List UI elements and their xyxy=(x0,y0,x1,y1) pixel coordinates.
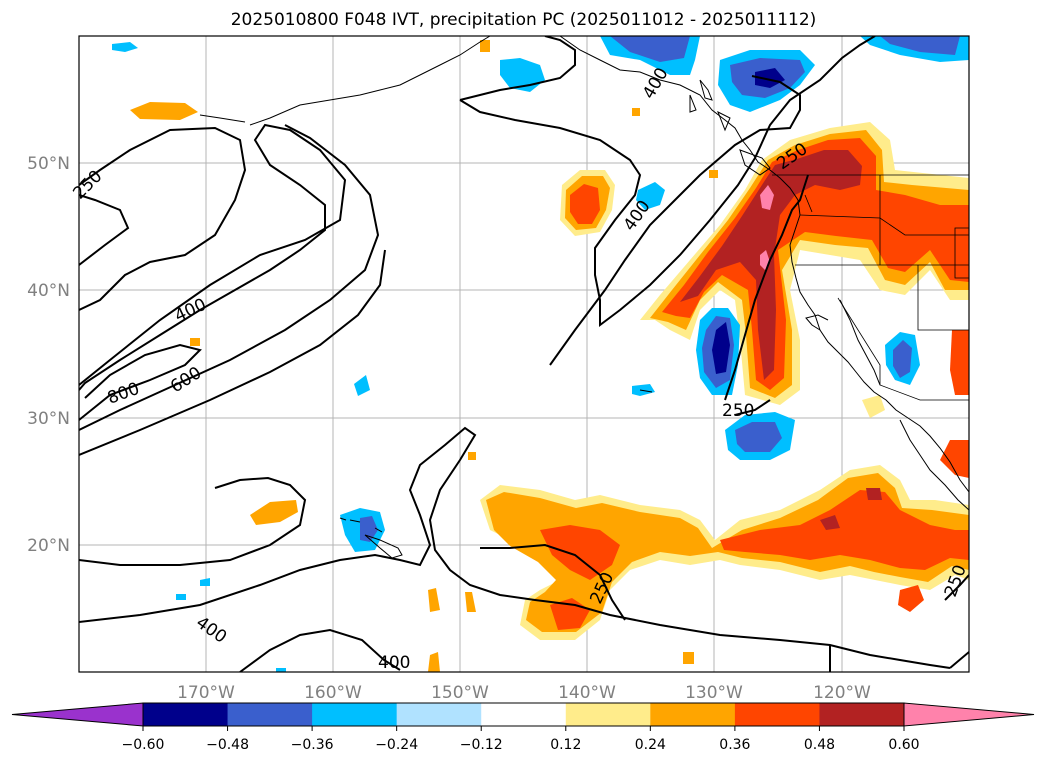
colorbar-tick-label: −0.12 xyxy=(460,737,503,753)
ivt-contours xyxy=(79,36,969,672)
contour-label: 250 xyxy=(722,401,754,421)
precip-fill-positive xyxy=(130,40,969,672)
colorbar-tick-label: 0.12 xyxy=(550,737,581,753)
lat-tick-label: 40°N xyxy=(27,281,70,301)
colorbar-segment xyxy=(565,703,651,726)
colorbar-segment xyxy=(227,703,313,726)
colorbar-frame xyxy=(142,702,905,727)
colorbar-segment xyxy=(396,703,482,726)
colorbar-tick-label: −0.48 xyxy=(206,737,249,753)
map-frame xyxy=(78,35,970,673)
colorbar-under-extension xyxy=(11,702,144,727)
colorbar: −0.60 −0.48 −0.36 −0.24 −0.12 0.12 0.24 0.36 0.4… xyxy=(11,702,1035,753)
colorbar-tick-label: −0.24 xyxy=(375,737,418,753)
colorbar-tick-label: 0.48 xyxy=(804,737,835,753)
lat-tick-labels: 50°N 40°N 30°N 20°N xyxy=(27,154,70,556)
lat-tick-label: 50°N xyxy=(27,154,70,174)
colorbar-tick-label: −0.36 xyxy=(291,737,334,753)
colorbar-segment xyxy=(734,703,820,726)
coastlines xyxy=(199,36,969,559)
lon-tick-label: 140°W xyxy=(558,683,616,703)
lon-tick-labels: 170°W 160°W 150°W 140°W 130°W 120°W xyxy=(177,683,871,703)
colorbar-tick-label: −0.60 xyxy=(122,737,165,753)
colorbar-segment xyxy=(481,703,567,726)
lon-tick-label: 130°W xyxy=(685,683,743,703)
colorbar-over-extension xyxy=(903,702,1035,727)
colorbar-segment xyxy=(312,703,398,726)
lon-tick-label: 150°W xyxy=(431,683,489,703)
lon-tick-label: 120°W xyxy=(813,683,871,703)
colorbar-segment xyxy=(819,703,905,726)
colorbar-segment xyxy=(650,703,736,726)
political-borders xyxy=(772,174,969,401)
colorbar-tick-label: 0.24 xyxy=(635,737,666,753)
colorbar-tick-label: 0.60 xyxy=(888,737,919,753)
lat-tick-label: 20°N xyxy=(27,536,70,556)
colorbar-segment xyxy=(143,703,229,726)
contour-label: 400 xyxy=(378,653,410,673)
figure-title: 2025010800 F048 IVT, precipitation PC (2… xyxy=(230,10,817,30)
precip-fill-negative xyxy=(112,36,969,672)
colorbar-tick-label: 0.36 xyxy=(719,737,750,753)
graticule xyxy=(79,36,969,672)
lon-tick-label: 160°W xyxy=(304,683,362,703)
lat-tick-label: 30°N xyxy=(27,409,70,429)
lon-tick-label: 170°W xyxy=(177,683,235,703)
